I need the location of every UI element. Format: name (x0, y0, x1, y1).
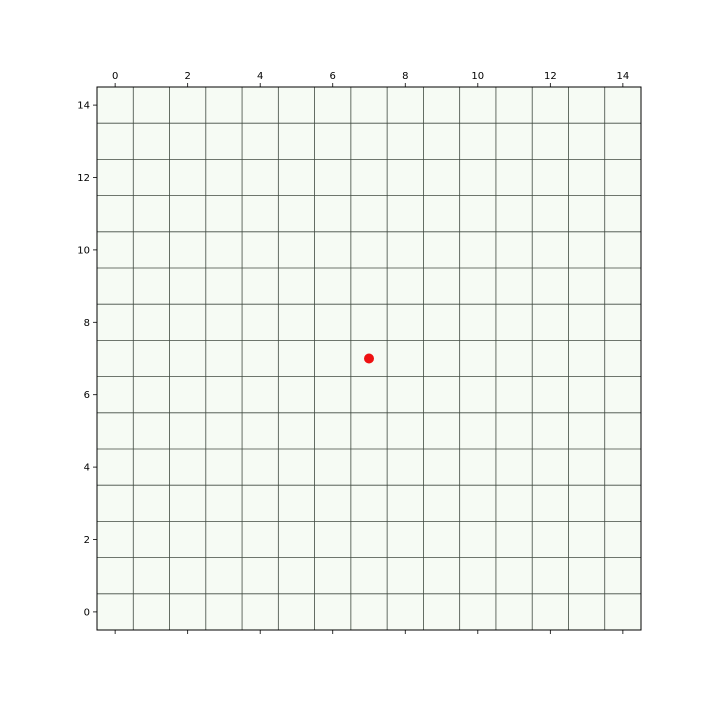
x-tick-label: 6 (330, 71, 336, 82)
x-tick-label: 10 (471, 71, 484, 82)
y-tick-label: 0 (84, 607, 90, 618)
x-axis-top: 0 2 4 6 8 10 12 14 (112, 71, 629, 634)
plot-frame (96, 86, 642, 631)
y-tick-label: 4 (84, 463, 90, 474)
data-points (364, 353, 374, 364)
x-tick-label: 8 (402, 71, 408, 82)
y-tick-label: 14 (77, 101, 90, 112)
x-tick-label: 2 (184, 71, 190, 82)
y-axis-left: 0 2 4 6 8 10 12 14 (77, 101, 97, 618)
y-tick-label: 2 (84, 535, 90, 546)
y-tick-label: 8 (84, 318, 90, 329)
data-point (364, 353, 374, 364)
grid-lines (97, 87, 641, 630)
x-tick-label: 12 (544, 71, 557, 82)
x-tick-label: 14 (616, 71, 629, 82)
x-tick-label: 4 (257, 71, 263, 82)
y-tick-label: 12 (77, 173, 90, 184)
x-tick-label: 0 (112, 71, 118, 82)
y-tick-label: 6 (84, 390, 90, 401)
y-tick-label: 10 (77, 245, 90, 256)
